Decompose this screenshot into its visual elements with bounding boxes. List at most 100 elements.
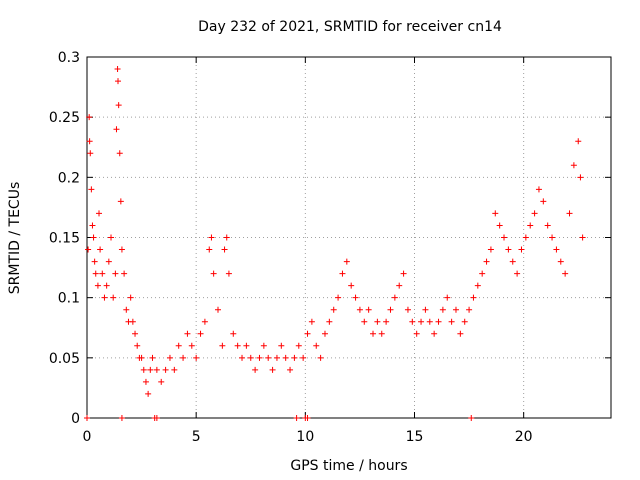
data-point	[215, 306, 221, 313]
data-point	[256, 354, 263, 361]
data-point	[123, 306, 130, 313]
data-point	[239, 354, 246, 361]
data-point	[269, 366, 276, 373]
data-point	[579, 234, 586, 241]
data-point	[518, 246, 525, 253]
data-point	[577, 174, 584, 181]
data-point	[197, 330, 204, 337]
data-point	[96, 210, 103, 217]
data-point	[343, 258, 350, 265]
data-point	[116, 150, 123, 157]
data-point	[361, 318, 368, 325]
data-point	[234, 342, 241, 349]
data-point	[175, 342, 182, 349]
data-point	[94, 282, 101, 289]
data-point	[570, 162, 577, 169]
data-point	[153, 415, 160, 421]
data-point	[115, 78, 122, 85]
data-point	[378, 330, 385, 337]
data-point	[540, 198, 547, 205]
data-point	[86, 114, 93, 121]
data-point	[413, 330, 420, 337]
data-point	[501, 234, 508, 241]
data-point	[356, 306, 363, 313]
data-point	[149, 354, 156, 361]
data-point	[553, 246, 560, 253]
data-point	[129, 318, 136, 325]
data-point	[89, 222, 96, 229]
data-point	[535, 186, 542, 193]
data-point	[544, 222, 551, 229]
data-point	[326, 318, 333, 325]
data-point	[387, 306, 394, 313]
data-point	[531, 210, 538, 217]
data-point	[87, 150, 94, 157]
data-point	[444, 294, 451, 301]
data-point	[557, 258, 564, 265]
data-point	[206, 246, 213, 253]
data-point	[404, 306, 411, 313]
data-point	[461, 318, 468, 325]
data-point	[374, 318, 381, 325]
data-point	[260, 342, 267, 349]
data-point	[184, 330, 191, 337]
data-point	[158, 378, 165, 385]
data-point	[335, 294, 342, 301]
data-point	[352, 294, 359, 301]
x-tick-label: 15	[406, 429, 424, 445]
data-point	[474, 282, 481, 289]
data-point	[208, 234, 215, 241]
data-point	[108, 234, 115, 241]
data-point	[85, 246, 92, 253]
y-tick-label: 0	[71, 411, 80, 427]
x-axis-title: GPS time / hours	[290, 458, 407, 474]
data-point	[457, 330, 464, 337]
data-point	[92, 270, 99, 277]
data-point	[300, 354, 307, 361]
data-point	[439, 306, 446, 313]
data-point	[127, 294, 134, 301]
data-point	[431, 330, 438, 337]
y-tick-label: 0.2	[58, 170, 80, 186]
data-point	[166, 354, 173, 361]
data-point	[370, 330, 377, 337]
data-point	[247, 354, 254, 361]
data-point	[492, 210, 499, 217]
x-tick-label: 5	[192, 429, 201, 445]
data-point	[201, 318, 208, 325]
y-tick-label: 0.15	[49, 231, 80, 247]
data-point	[409, 318, 416, 325]
data-point	[278, 342, 285, 349]
data-point	[142, 378, 149, 385]
data-point	[265, 354, 272, 361]
x-tick-label: 10	[296, 429, 314, 445]
data-point	[426, 318, 433, 325]
data-point	[313, 342, 320, 349]
data-point	[193, 354, 200, 361]
data-point	[479, 270, 486, 277]
data-point	[470, 294, 477, 301]
data-point	[287, 366, 294, 373]
data-point	[549, 234, 556, 241]
data-point	[90, 234, 97, 241]
data-point	[112, 270, 119, 277]
data-point	[400, 270, 407, 277]
data-point	[566, 210, 573, 217]
y-axis-title: SRMTID / TECUs	[7, 182, 23, 295]
data-point	[171, 366, 178, 373]
data-point	[365, 306, 372, 313]
data-point	[282, 354, 289, 361]
data-point	[243, 342, 250, 349]
data-point	[230, 330, 237, 337]
data-point	[317, 354, 324, 361]
data-points	[84, 66, 586, 421]
data-point	[527, 222, 534, 229]
data-point	[562, 270, 569, 277]
data-point	[147, 366, 154, 373]
data-point	[113, 126, 120, 133]
data-point	[291, 354, 298, 361]
data-point	[308, 318, 315, 325]
data-point	[448, 318, 455, 325]
